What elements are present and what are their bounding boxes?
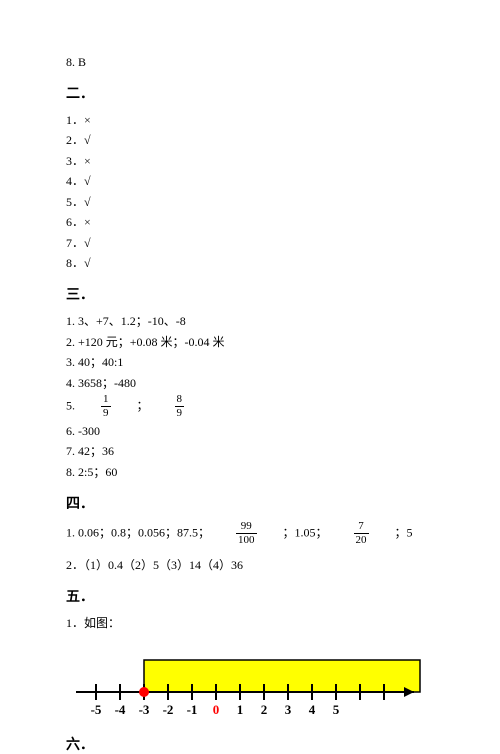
svg-text:-5: -5 — [91, 702, 102, 717]
svg-text:1: 1 — [237, 702, 244, 717]
s3-line2: 2. +120 元；+0.08 米；-0.04 米 — [66, 333, 434, 351]
s3-line1: 1. 3、+7、1.2；-10、-8 — [66, 312, 434, 330]
s2-item-6: 6．× — [66, 213, 434, 231]
svg-text:4: 4 — [309, 702, 316, 717]
section-5-head: 五． — [66, 586, 434, 606]
s3-line6: 6. -300 — [66, 422, 434, 440]
frac1-den: 9 — [101, 407, 111, 419]
svg-text:0: 0 — [213, 702, 220, 717]
frac2-den: 9 — [175, 407, 185, 419]
frac3-num: 99 — [236, 521, 257, 534]
s3-line5: 5. 1 9 ； 8 9 — [66, 394, 434, 419]
s3-line4: 4. 3658；-480 — [66, 374, 434, 392]
s2-item-7: 7．√ — [66, 234, 434, 252]
frac4-den: 20 — [354, 534, 369, 546]
s4-line1-a: 1. 0.06；0.8；0.056；87.5； — [66, 525, 210, 539]
fraction-1-9: 1 9 — [101, 394, 111, 419]
s2-item-5: 5．√ — [66, 193, 434, 211]
s4-line2: 2．（1）0.4（2）5（3）14（4）36 — [66, 556, 434, 574]
svg-text:-3: -3 — [139, 702, 150, 717]
svg-text:-4: -4 — [115, 702, 126, 717]
s2-item-3: 3．× — [66, 152, 434, 170]
fraction-8-9: 8 9 — [175, 394, 185, 419]
svg-text:2: 2 — [261, 702, 268, 717]
frac3-den: 100 — [236, 534, 257, 546]
fraction-99-100: 99 100 — [236, 521, 257, 546]
s2-item-1: 1．× — [66, 111, 434, 129]
fraction-7-20: 7 20 — [354, 521, 369, 546]
s3-line3: 3. 40；40:1 — [66, 353, 434, 371]
s2-item-8: 8．√ — [66, 254, 434, 272]
s5-line1: 1．如图： — [66, 614, 434, 632]
frac2-num: 8 — [175, 394, 185, 407]
s3-line5-mid: ； — [137, 398, 149, 412]
s2-item-4: 4．√ — [66, 172, 434, 190]
s4-line1: 1. 0.06；0.8；0.056；87.5； 99 100 ；1.05； 7 … — [66, 521, 434, 546]
s3-line8: 8. 2:5；60 — [66, 463, 434, 481]
s3-line7: 7. 42；36 — [66, 442, 434, 460]
svg-text:-2: -2 — [163, 702, 174, 717]
svg-text:5: 5 — [333, 702, 340, 717]
section-4-head: 四． — [66, 493, 434, 513]
frac4-num: 7 — [354, 521, 369, 534]
s4-line1-c: ；5 — [395, 525, 413, 539]
svg-text:3: 3 — [285, 702, 292, 717]
section-3-head: 三． — [66, 284, 434, 304]
s2-item-2: 2．√ — [66, 131, 434, 149]
s3-line5-prefix: 5. — [66, 398, 75, 412]
frac1-num: 1 — [101, 394, 111, 407]
section-2-head: 二． — [66, 83, 434, 103]
svg-text:-1: -1 — [187, 702, 198, 717]
answer-8: 8. B — [66, 53, 434, 71]
number-line-figure: -5 -4 -3 -2 -1 0 1 2 3 4 5 — [66, 652, 434, 722]
s4-line1-b: ；1.05； — [283, 525, 328, 539]
section-6-head: 六． — [66, 734, 434, 754]
